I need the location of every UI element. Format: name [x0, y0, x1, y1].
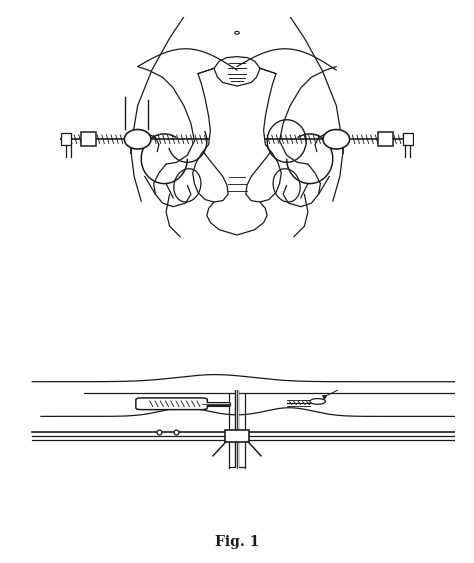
- FancyBboxPatch shape: [378, 132, 393, 146]
- FancyBboxPatch shape: [225, 430, 249, 441]
- FancyBboxPatch shape: [62, 133, 72, 145]
- Ellipse shape: [124, 129, 151, 149]
- Ellipse shape: [323, 129, 350, 149]
- Text: Fig. 1: Fig. 1: [215, 535, 259, 549]
- FancyBboxPatch shape: [81, 132, 96, 146]
- Circle shape: [310, 399, 326, 404]
- FancyBboxPatch shape: [136, 398, 207, 410]
- FancyBboxPatch shape: [402, 133, 412, 145]
